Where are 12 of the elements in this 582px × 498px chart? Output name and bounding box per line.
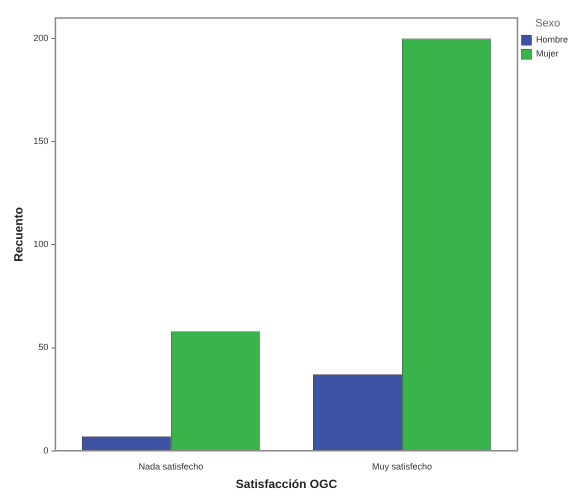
legend-label: Mujer [536,48,559,59]
x-axis-title: Satisfacción OGC [236,477,338,492]
x-tick-label: Nada satisfecho [138,462,204,472]
y-axis-title: Recuento [12,207,26,262]
y-tick-label: 100 [33,239,48,250]
y-tick-label: 150 [33,136,48,146]
x-tick-label: Muy satisfecho [372,462,432,472]
y-tick-label: 200 [33,33,48,44]
legend-title: Sexo [535,18,560,30]
legend-label: Hombre [536,34,568,45]
y-tick-label: 0 [43,445,48,456]
y-tick-label: 50 [38,342,48,352]
